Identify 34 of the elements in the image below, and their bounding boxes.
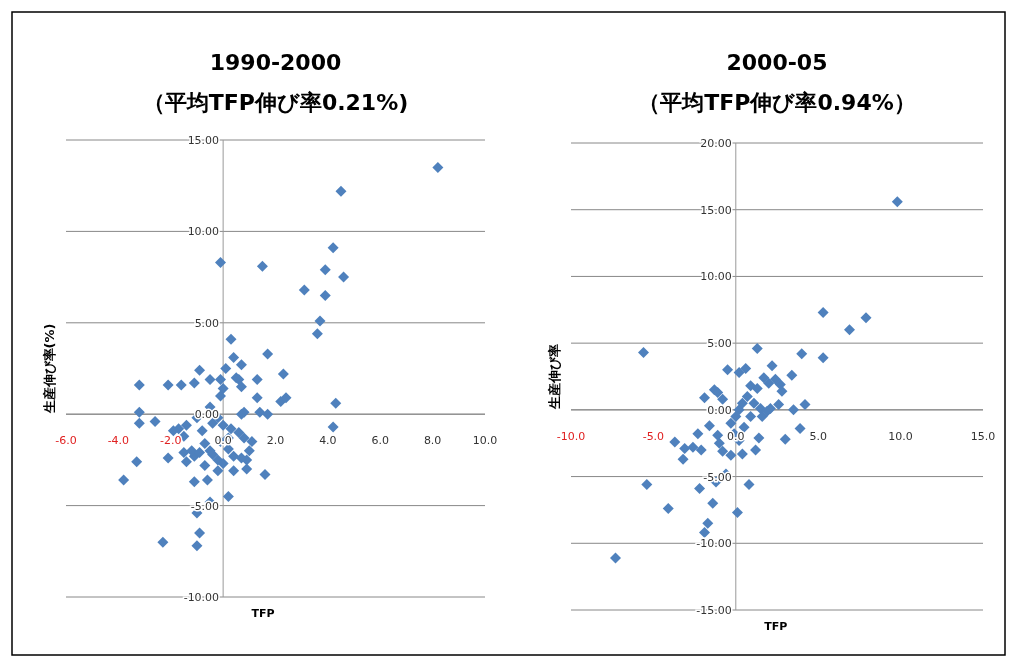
x-tick-label: -10.0 (556, 429, 586, 443)
x-tick-label: 6.0 (371, 434, 389, 448)
x-tick-label: 10.0 (472, 434, 498, 448)
x-tick-label: -2.0 (160, 434, 182, 448)
x-tick-label: -5.0 (642, 429, 665, 443)
y-tick-label: 10.00 (187, 225, 220, 239)
y-tick-label: 15.00 (187, 134, 220, 147)
y-tick-label: 5.00 (707, 337, 732, 351)
y-tick-label: 0.00 (194, 408, 220, 422)
y-axis-title: 生産伸び率(%) (42, 323, 57, 415)
x-axis-title: TFP (251, 607, 275, 620)
x-tick-label: -4.0 (107, 434, 130, 448)
x-tick-label: 5.0 (809, 429, 827, 443)
x-tick-label: 10.0 (888, 429, 913, 443)
y-tick-label: 0.00 (707, 403, 732, 417)
y-tick-label: -10.00 (183, 591, 220, 604)
chart-subtitle: （平均TFP伸び率0.94%） (638, 90, 916, 115)
y-tick-label: 5.00 (194, 316, 220, 330)
y-tick-label: 15.00 (700, 203, 732, 217)
x-tick-label: 2.0 (266, 434, 285, 448)
y-axis-title: 生産伸び率 (547, 344, 562, 410)
chart-title: 2000-05 (726, 50, 828, 75)
y-tick-label: -15.00 (696, 604, 732, 617)
y-tick-label: -5.00 (190, 499, 220, 513)
x-tick-label: 4.0 (319, 434, 337, 448)
x-tick-label: 15.0 (970, 429, 996, 443)
y-tick-label: -10.00 (696, 537, 732, 551)
y-tick-label: 10.00 (700, 270, 732, 284)
chart-title: 1990-2000 (209, 50, 342, 75)
x-axis-title: TFP (764, 620, 788, 633)
x-tick-label: 8.0 (423, 434, 442, 448)
y-tick-label: 20.00 (700, 137, 732, 150)
x-tick-label: -6.0 (55, 434, 77, 448)
chart-subtitle: （平均TFP伸び率0.21%) (142, 90, 409, 115)
